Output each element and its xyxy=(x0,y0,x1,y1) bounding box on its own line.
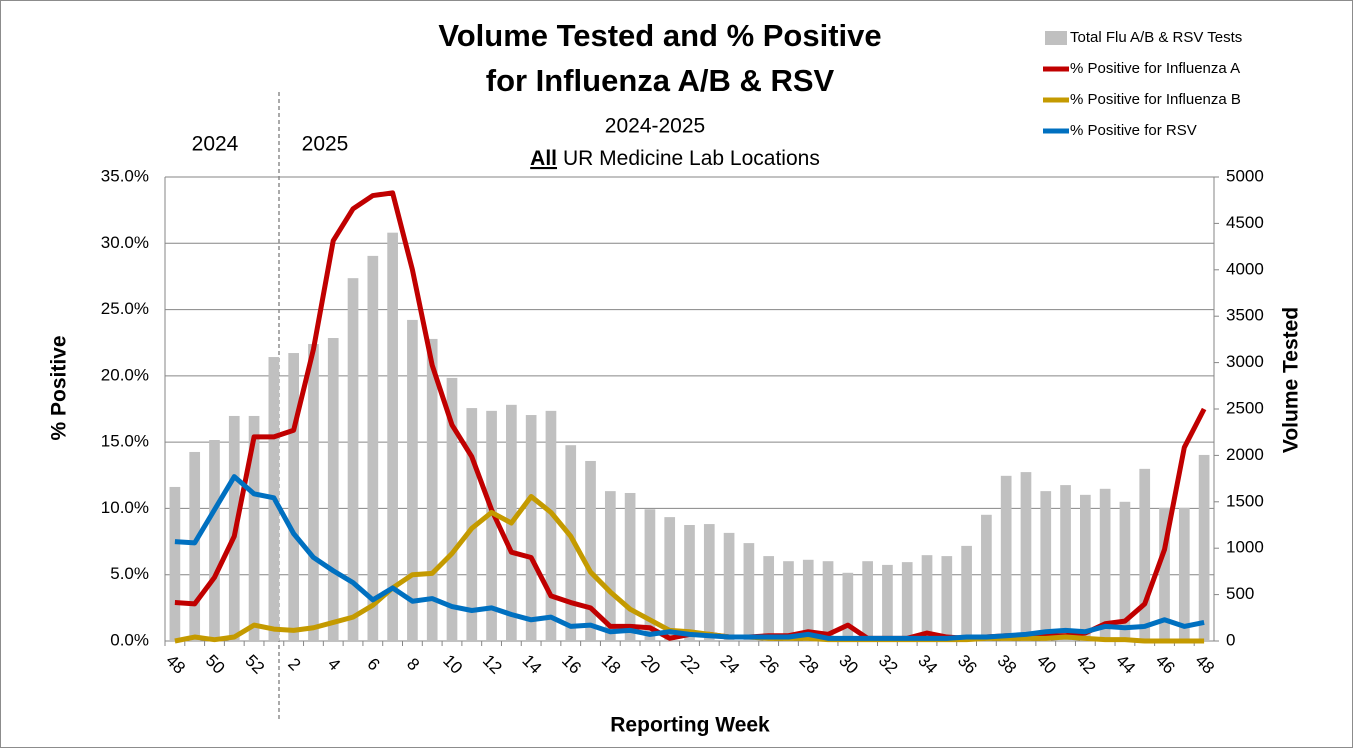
bar xyxy=(248,415,260,641)
bar xyxy=(525,415,537,641)
bar xyxy=(802,559,814,641)
bar xyxy=(585,460,596,641)
bar xyxy=(486,410,497,641)
bar xyxy=(209,439,220,641)
bar xyxy=(545,410,557,641)
chart-title: Volume Tested and % Positive xyxy=(438,18,881,53)
bar xyxy=(1119,501,1131,641)
bar xyxy=(882,564,893,641)
y2-tick-label: 1000 xyxy=(1226,538,1264,557)
bar xyxy=(387,232,398,641)
y2-tick-label: 5000 xyxy=(1226,166,1264,185)
bar xyxy=(1060,485,1071,641)
y-tick-label: 0.0% xyxy=(110,630,149,649)
bar xyxy=(664,517,676,641)
line-series xyxy=(174,474,1205,641)
bar xyxy=(308,344,319,641)
bar xyxy=(169,486,181,641)
bar xyxy=(763,556,775,641)
bar xyxy=(347,278,359,641)
y2-tick-label: 4500 xyxy=(1226,213,1264,232)
subtitle-emphasis: All xyxy=(530,147,557,170)
chart-title: for Influenza A/B & RSV xyxy=(486,63,835,98)
bar xyxy=(604,491,616,641)
y-tick-label: 10.0% xyxy=(101,498,149,517)
bar xyxy=(1139,468,1151,641)
bar xyxy=(1198,454,1210,641)
annotation: 2025 xyxy=(302,133,349,156)
y2-tick-label: 500 xyxy=(1226,584,1254,603)
bar xyxy=(842,572,854,641)
chart-subtitle: All UR Medicine Lab Locations xyxy=(530,147,820,170)
bar xyxy=(862,561,873,641)
x-axis-title: Reporting Week xyxy=(610,714,770,737)
bar xyxy=(1040,491,1052,641)
bar xyxy=(1159,507,1170,641)
bar xyxy=(684,525,695,641)
chart-subtitle: 2024-2025 xyxy=(605,115,705,138)
bar xyxy=(1000,475,1012,641)
legend-label: % Positive for Influenza A xyxy=(1070,60,1240,77)
bar xyxy=(981,514,992,641)
line-series xyxy=(174,493,1205,644)
y2-tick-label: 2500 xyxy=(1226,398,1264,417)
bar xyxy=(407,319,418,641)
y2-tick-label: 0 xyxy=(1226,630,1235,649)
legend-label: % Positive for RSV xyxy=(1070,122,1197,139)
bar xyxy=(723,532,735,641)
legend-label: Total Flu A/B & RSV Tests xyxy=(1070,29,1242,46)
bar xyxy=(703,524,715,641)
bar xyxy=(189,451,201,641)
bar xyxy=(941,556,953,641)
y-tick-label: 15.0% xyxy=(101,432,149,451)
y2-tick-label: 1500 xyxy=(1226,491,1264,510)
bar xyxy=(367,255,379,641)
y-tick-label: 35.0% xyxy=(101,166,149,185)
bar xyxy=(288,353,299,641)
y2-tick-label: 2000 xyxy=(1226,445,1264,464)
bar xyxy=(446,377,458,641)
y-axis-title: % Positive xyxy=(48,335,71,440)
bar xyxy=(783,561,794,641)
bar xyxy=(466,408,478,641)
y2-axis-title: Volume Tested xyxy=(1280,307,1303,453)
annotation: 2024 xyxy=(192,133,239,156)
subtitle-text: UR Medicine Lab Locations xyxy=(563,147,820,170)
y-tick-label: 25.0% xyxy=(101,299,149,318)
y2-tick-label: 3000 xyxy=(1226,352,1264,371)
bar xyxy=(327,338,339,641)
y2-tick-label: 3500 xyxy=(1226,306,1264,325)
bar xyxy=(565,445,577,641)
bar xyxy=(743,543,755,641)
bar xyxy=(1099,488,1111,641)
bar xyxy=(901,562,913,641)
bar xyxy=(1178,507,1190,641)
bar xyxy=(624,492,636,641)
legend-swatch xyxy=(1045,31,1067,45)
bar xyxy=(1080,494,1091,641)
y-tick-label: 20.0% xyxy=(101,365,149,384)
y-tick-label: 5.0% xyxy=(110,564,149,583)
bar xyxy=(1020,472,1032,641)
bar xyxy=(921,555,933,641)
y2-tick-label: 4000 xyxy=(1226,259,1264,278)
y-tick-label: 30.0% xyxy=(101,233,149,252)
bar xyxy=(426,338,438,641)
bar xyxy=(644,509,656,641)
legend-label: % Positive for Influenza B xyxy=(1070,91,1241,108)
bar xyxy=(961,545,972,641)
bar xyxy=(822,561,834,641)
